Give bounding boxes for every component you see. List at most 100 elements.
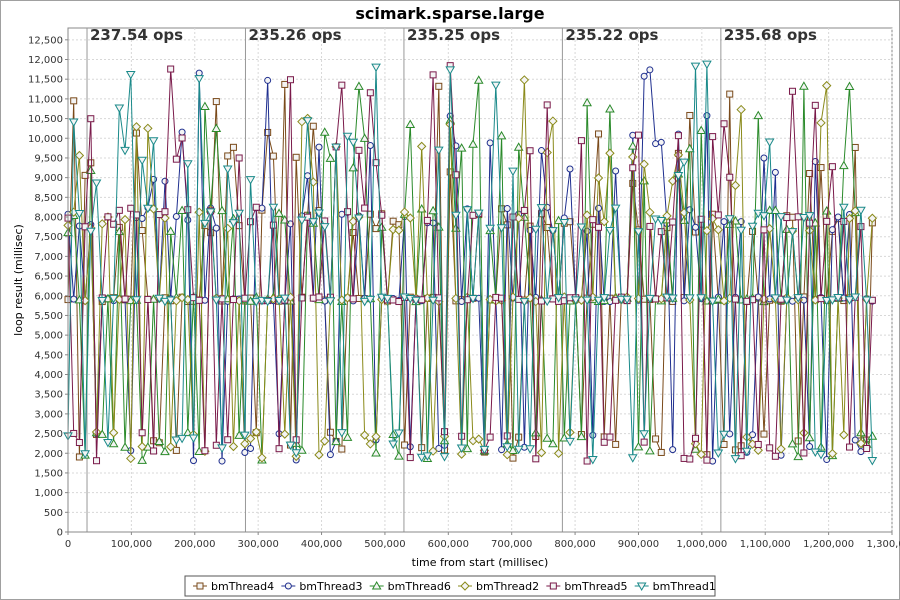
- series-point: [606, 433, 614, 441]
- series-point: [196, 582, 204, 590]
- series-point: [371, 63, 381, 73]
- series-point: [344, 208, 352, 216]
- series-point: [749, 296, 757, 304]
- series-point: [640, 438, 648, 446]
- legend-item: bmThread2: [458, 580, 539, 593]
- series-point: [371, 448, 381, 457]
- series-point: [702, 225, 712, 236]
- series-point: [816, 450, 826, 460]
- series-point: [302, 117, 313, 126]
- series-point: [97, 429, 108, 438]
- series-point: [304, 172, 312, 180]
- series-point: [435, 82, 443, 90]
- series-point: [548, 116, 558, 126]
- series-point: [629, 131, 637, 139]
- series-point: [286, 76, 294, 84]
- y-tick-label: 1,500: [34, 468, 63, 479]
- series-point: [188, 434, 199, 444]
- y-tick-label: 1,000: [34, 488, 63, 499]
- series-point: [110, 220, 118, 228]
- series-point: [549, 582, 557, 590]
- series-point: [741, 447, 752, 457]
- series-point: [148, 137, 159, 146]
- series-point: [799, 81, 809, 90]
- series-point: [690, 444, 701, 453]
- series-point: [114, 226, 125, 236]
- x-tick-label: 800,000: [554, 539, 595, 550]
- series-point: [114, 104, 125, 114]
- series-point: [496, 130, 507, 140]
- series-point: [359, 133, 370, 142]
- series-point: [429, 71, 437, 79]
- series-point: [428, 296, 438, 306]
- series-point: [104, 213, 112, 221]
- series-point: [314, 209, 324, 218]
- series-point: [184, 206, 192, 214]
- series-point: [490, 81, 501, 91]
- series-point: [674, 132, 682, 140]
- series-point: [587, 455, 598, 465]
- series-point: [532, 455, 540, 463]
- series-point: [97, 297, 108, 306]
- series-point: [804, 212, 815, 221]
- series-point: [696, 449, 706, 460]
- series-line: [67, 79, 873, 459]
- series-point: [224, 436, 232, 444]
- series-point: [749, 431, 757, 439]
- series-point: [103, 438, 113, 448]
- x-tick-label: 1,000,000: [676, 539, 727, 550]
- series-point: [548, 438, 558, 448]
- series-point: [669, 446, 677, 454]
- series-point: [593, 296, 604, 306]
- series-point: [652, 295, 660, 303]
- y-tick-label: 9,000: [34, 173, 63, 184]
- series-point: [298, 294, 306, 302]
- series-point: [371, 580, 382, 590]
- series-point: [730, 455, 741, 464]
- series-point: [279, 294, 290, 304]
- series-point: [692, 223, 700, 231]
- series-point: [565, 437, 575, 447]
- series-point: [309, 122, 317, 130]
- series-point: [280, 429, 290, 439]
- series-point: [498, 446, 506, 454]
- x-axis-label: time from start (millisec): [412, 556, 549, 569]
- series-point: [582, 97, 592, 107]
- series-point: [205, 208, 216, 217]
- series-point: [234, 430, 245, 439]
- series-point: [508, 445, 518, 455]
- series-point: [844, 81, 855, 90]
- series-point: [349, 295, 357, 303]
- series-point: [331, 143, 341, 153]
- series-point: [479, 445, 490, 455]
- series-point: [251, 298, 262, 307]
- series-point: [520, 206, 528, 214]
- phase-marker-label: 235.22 ops: [565, 26, 658, 44]
- legend-item: bmThread1: [634, 580, 716, 593]
- axes: 0 500 1,000 1,500 2,000 2,500 3,000 3,500 4,000 4…: [28, 28, 900, 550]
- series-point: [508, 167, 518, 177]
- series-point: [570, 296, 581, 305]
- y-tick-label: 0: [57, 528, 63, 539]
- y-tick-label: 10,000: [28, 134, 63, 145]
- series-point: [281, 80, 289, 88]
- series-point: [850, 293, 861, 302]
- series-point: [241, 448, 249, 456]
- series-point: [530, 225, 541, 235]
- series-point: [468, 139, 478, 148]
- series-point: [81, 223, 89, 231]
- series-point: [161, 208, 169, 216]
- y-tick-label: 2,500: [34, 429, 63, 440]
- series-point: [652, 435, 660, 443]
- series-point: [120, 442, 130, 451]
- x-tick-label: 1,200,000: [803, 539, 854, 550]
- series-point: [823, 217, 831, 225]
- series-point: [811, 101, 819, 109]
- y-tick-label: 6,000: [34, 291, 63, 302]
- series-point: [673, 172, 684, 181]
- series-point: [595, 204, 603, 212]
- series-point: [195, 296, 203, 304]
- series-point: [309, 294, 317, 302]
- series-point: [126, 453, 136, 464]
- series-point: [200, 219, 210, 229]
